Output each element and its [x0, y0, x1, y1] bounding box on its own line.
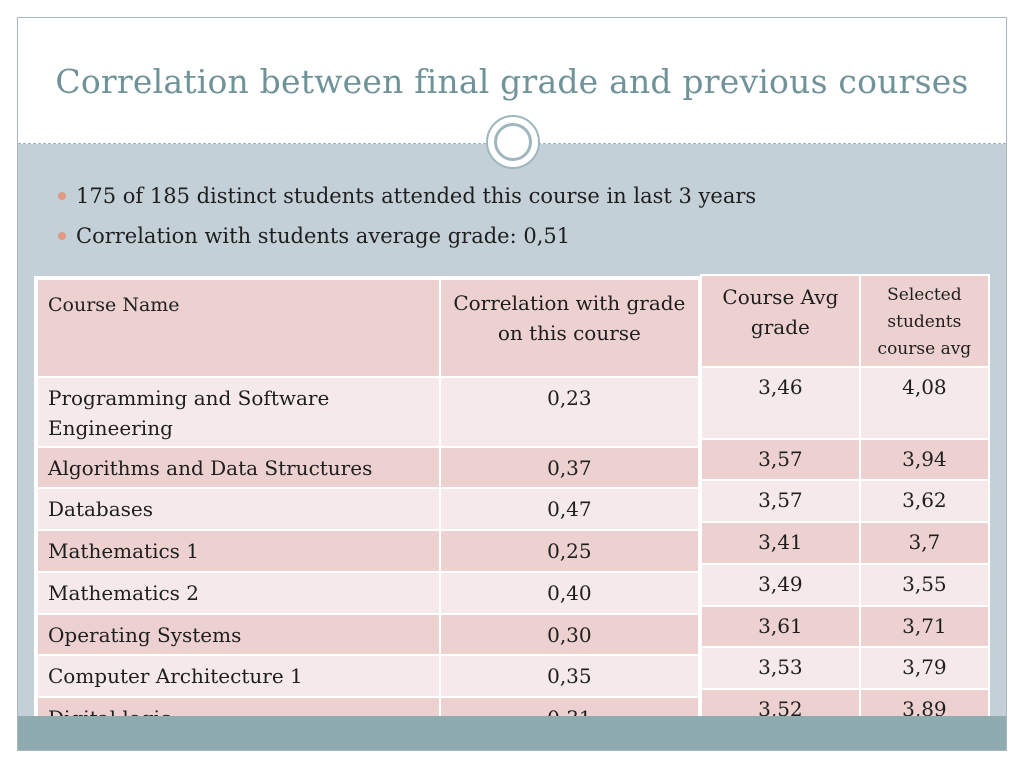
- table-row: Algorithms and Data Structures 0,37: [36, 446, 701, 489]
- slide-title: Correlation between final grade and prev…: [55, 62, 969, 101]
- table-row: Mathematics 1 0,25: [36, 529, 701, 573]
- slide: Correlation between final grade and prev…: [17, 17, 1007, 751]
- header-course-name: Course Name: [36, 278, 441, 378]
- circle-ornament-icon: [486, 115, 540, 169]
- table-row: Programming and Software Engineering 0,2…: [36, 376, 701, 448]
- selected-avg-cell: 3,94: [858, 438, 991, 481]
- selected-avg-cell: 3,71: [858, 605, 991, 648]
- averages-table: Course Avg grade Selected students cours…: [700, 274, 991, 731]
- selected-avg-cell: 3,7: [858, 521, 991, 565]
- course-avg-cell: 3,53: [700, 646, 861, 690]
- table-row: 3,57 3,62: [700, 479, 991, 523]
- circle-ornament-inner: [494, 123, 532, 161]
- course-name-cell: Computer Architecture 1: [36, 654, 441, 698]
- table-row: 3,46 4,08: [700, 366, 991, 440]
- selected-avg-cell: 3,55: [858, 563, 991, 607]
- table-row: Mathematics 2 0,40: [36, 571, 701, 615]
- bullet-item: 175 of 185 distinct students attended th…: [58, 180, 756, 220]
- table-row: 3,61 3,71: [700, 605, 991, 648]
- correlation-cell: 0,47: [438, 487, 701, 531]
- course-name-cell: Mathematics 2: [36, 571, 441, 615]
- bullet-dot-icon: [58, 192, 66, 200]
- course-name-cell: Operating Systems: [36, 613, 441, 656]
- selected-avg-cell: 4,08: [858, 366, 991, 440]
- header-selected-avg: Selected students course avg: [858, 274, 991, 368]
- bullet-item: Correlation with students average grade:…: [58, 220, 756, 260]
- correlation-table: Course Name Correlation with grade on th…: [36, 278, 701, 739]
- header-correlation: Correlation with grade on this course: [438, 278, 701, 378]
- correlation-cell: 0,37: [438, 446, 701, 489]
- course-name-cell: Databases: [36, 487, 441, 531]
- table-row: 3,57 3,94: [700, 438, 991, 481]
- bullet-text: 175 of 185 distinct students attended th…: [76, 184, 757, 208]
- course-avg-cell: 3,61: [700, 605, 861, 648]
- table-header-row: Course Avg grade Selected students cours…: [700, 274, 991, 368]
- table-row: 3,41 3,7: [700, 521, 991, 565]
- table-row: Databases 0,47: [36, 487, 701, 531]
- course-name-cell: Mathematics 1: [36, 529, 441, 573]
- table-header-row: Course Name Correlation with grade on th…: [36, 278, 701, 378]
- course-name-cell: Algorithms and Data Structures: [36, 446, 441, 489]
- course-avg-cell: 3,57: [700, 479, 861, 523]
- course-name-cell: Programming and Software Engineering: [36, 376, 441, 448]
- table-row: Computer Architecture 1 0,35: [36, 654, 701, 698]
- selected-avg-cell: 3,62: [858, 479, 991, 523]
- correlation-cell: 0,23: [438, 376, 701, 448]
- table-row: 3,49 3,55: [700, 563, 991, 607]
- correlation-cell: 0,40: [438, 571, 701, 615]
- bottom-band: [18, 716, 1006, 750]
- table-row: 3,53 3,79: [700, 646, 991, 690]
- correlation-cell: 0,30: [438, 613, 701, 656]
- course-avg-cell: 3,49: [700, 563, 861, 607]
- course-avg-cell: 3,57: [700, 438, 861, 481]
- correlation-cell: 0,35: [438, 654, 701, 698]
- course-avg-cell: 3,41: [700, 521, 861, 565]
- bullet-dot-icon: [58, 232, 66, 240]
- bullet-text: Correlation with students average grade:…: [76, 224, 571, 248]
- selected-avg-cell: 3,79: [858, 646, 991, 690]
- bullet-list: 175 of 185 distinct students attended th…: [58, 180, 756, 260]
- header-course-avg: Course Avg grade: [700, 274, 861, 368]
- correlation-cell: 0,25: [438, 529, 701, 573]
- course-avg-cell: 3,46: [700, 366, 861, 440]
- table-row: Operating Systems 0,30: [36, 613, 701, 656]
